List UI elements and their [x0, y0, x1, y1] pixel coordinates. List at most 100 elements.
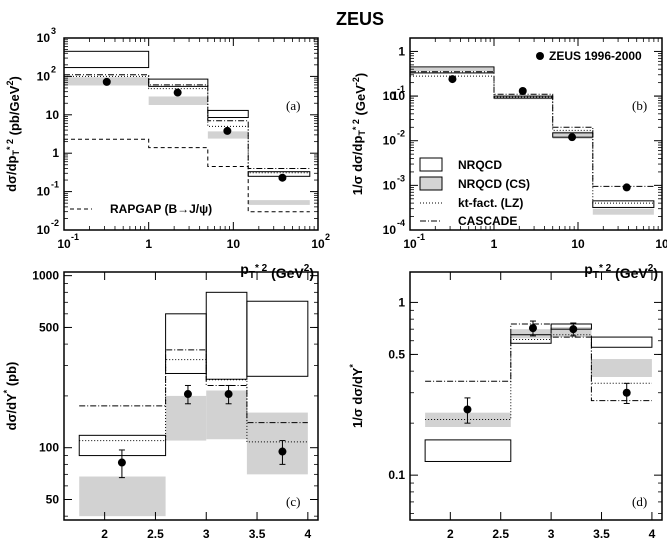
- rapgap-legend: RAPGAP (B→J/ψ): [70, 202, 212, 216]
- y-tick-exponent: -2: [51, 218, 59, 228]
- data-point: [278, 447, 287, 456]
- x-tick-exponent: -1: [417, 232, 425, 242]
- legend-marker-data: [536, 52, 544, 60]
- panel-label: (a): [286, 98, 300, 113]
- y-tick-exponent: -1: [397, 84, 405, 94]
- nrqcd-box: [592, 200, 655, 208]
- plot-frame: [63, 37, 319, 231]
- x-tick-label: 3.5: [593, 527, 610, 541]
- cascade-line: [410, 71, 654, 187]
- cascade-line: [79, 349, 308, 424]
- nrqcd-cs-band: [165, 395, 207, 441]
- y-tick-exponent: -1: [51, 180, 59, 190]
- data-point: [622, 388, 631, 397]
- x-tick-exponent: -1: [71, 232, 79, 242]
- y-tick-label: 0.5: [388, 347, 405, 361]
- nrqcd-cs-band: [592, 208, 654, 215]
- y-tick-label: 10: [37, 31, 51, 45]
- x-tick-label: 10: [403, 237, 417, 251]
- nrqcd-box: [424, 439, 512, 462]
- y-tick-label: 1: [398, 295, 405, 309]
- y-tick-label: 50: [46, 492, 60, 506]
- kt-fact-line: [79, 359, 308, 443]
- y-tick-exponent: -4: [397, 218, 405, 228]
- legend-label-nrqcd-cs: NRQCD (CS): [458, 177, 530, 191]
- y-tick-label: 10: [37, 223, 51, 237]
- legend-label-kt: kt-fact. (LZ): [458, 196, 523, 210]
- y-tick-label: 10: [383, 134, 397, 148]
- y-tick-label: 500: [39, 320, 59, 334]
- cascade-line: [64, 74, 310, 169]
- nrqcd-cs-band: [207, 131, 249, 139]
- y-tick-exponent: 3: [51, 26, 56, 36]
- x-axis-label: pT* 2 (GeV2): [240, 261, 314, 281]
- legend-swatch-nrqcd: [419, 157, 443, 172]
- y-tick-label: 10: [46, 108, 60, 122]
- x-tick-label: 2: [447, 527, 454, 541]
- panel-d: 22.533.540.10.51(d)Y*1/σ dσ/dY*: [348, 271, 663, 541]
- x-tick-label: 10: [655, 237, 667, 251]
- legend-label-rapgap: RAPGAP (B→J/ψ): [110, 202, 212, 216]
- plot-frame: [409, 271, 663, 521]
- legend-swatch-nrqcd-cs: [419, 176, 443, 191]
- data-point: [569, 325, 578, 334]
- data-point: [117, 458, 126, 467]
- x-tick-label: 1: [145, 237, 152, 251]
- nrqcd-cs-band: [246, 412, 308, 475]
- data-point: [448, 75, 457, 84]
- y-tick-label: 10: [383, 223, 397, 237]
- x-tick-label: 1: [491, 237, 498, 251]
- x-tick-label: 10: [571, 237, 585, 251]
- y-tick-label: 1: [52, 146, 59, 160]
- data-point: [518, 86, 527, 95]
- nrqcd-cs-band: [79, 476, 166, 517]
- kt-fact-line: [64, 75, 310, 174]
- y-tick-label: 1000: [32, 269, 59, 283]
- nrqcd-box: [590, 336, 653, 348]
- x-tick-label: 10: [311, 237, 325, 251]
- y-axis-label: 1/σ dσ/dpT* 2 (GeV-2): [350, 73, 368, 196]
- nrqcd-cs-band: [206, 390, 247, 440]
- panel-label: (c): [286, 494, 300, 509]
- x-tick-label: 4: [304, 527, 311, 541]
- x-tick-label: 2.5: [492, 527, 509, 541]
- data-point: [102, 77, 111, 86]
- nrqcd-box: [165, 313, 207, 374]
- nrqcd-box: [207, 109, 249, 119]
- y-axis-label: dσ/dpT* 2 (pb/GeV2): [4, 76, 22, 192]
- cascade-line: [425, 323, 652, 402]
- panel-label: (d): [632, 494, 647, 509]
- nrqcd-cs-band: [410, 67, 494, 72]
- y-tick-label: 10: [37, 69, 51, 83]
- x-tick-label: 3: [548, 527, 555, 541]
- y-tick-exponent: -2: [397, 129, 405, 139]
- panel-label: (b): [632, 98, 647, 113]
- kt-fact-line: [425, 334, 652, 420]
- x-tick-label: 2.5: [147, 527, 164, 541]
- y-tick-label: 10: [383, 89, 397, 103]
- data-point: [463, 405, 472, 414]
- data-point: [183, 390, 192, 399]
- x-tick-label: 3.5: [249, 527, 266, 541]
- x-axis-label: pT* 2 (GeV2): [584, 261, 658, 281]
- experiment-legend: ZEUS 1996-2000: [536, 49, 642, 63]
- data-point: [528, 324, 537, 333]
- y-tick-exponent: 2: [51, 64, 56, 74]
- nrqcd-box: [246, 300, 309, 377]
- nrqcd-cs-band: [148, 96, 208, 105]
- legend-experiment-label: ZEUS 1996-2000: [549, 49, 642, 63]
- plot-frame: [409, 37, 663, 231]
- nrqcd-box: [205, 291, 248, 380]
- y-tick-label: 10: [37, 185, 51, 199]
- nrqcd-cs-band: [591, 359, 652, 378]
- y-axis-label: 1/σ dσ/dY*: [348, 364, 365, 428]
- nrqcd-cs-band: [248, 200, 310, 205]
- data-point: [223, 126, 232, 135]
- y-tick-label: 0.1: [388, 468, 405, 482]
- kt-fact-line: [410, 75, 654, 204]
- nrqcd-cs-band: [510, 329, 552, 339]
